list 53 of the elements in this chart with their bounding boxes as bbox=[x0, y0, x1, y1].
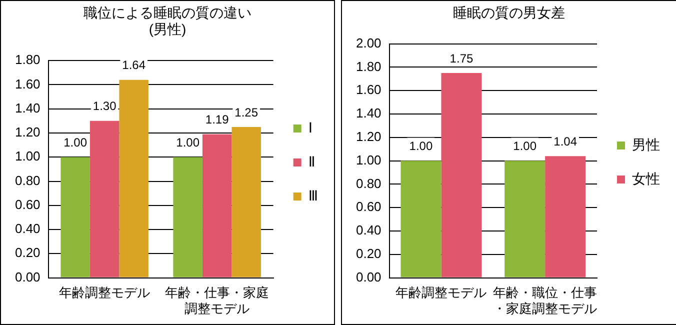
legend-label: 男性 bbox=[632, 136, 660, 152]
bar bbox=[60, 157, 90, 278]
text: 職位による睡眠の質の違い bbox=[84, 4, 252, 20]
data-label: 1.00 bbox=[176, 135, 200, 150]
bar bbox=[441, 73, 482, 278]
legend-label: Ⅰ bbox=[308, 119, 312, 136]
data-label: 1.00 bbox=[409, 139, 433, 154]
chart-title: 睡眠の質の男女差 bbox=[453, 4, 565, 20]
y-tick-label: 0.40 bbox=[356, 222, 382, 238]
bar bbox=[119, 80, 148, 278]
x-tick-label: 年齢・仕事・家庭調整モデル bbox=[165, 285, 270, 316]
y-tick-label: 0.80 bbox=[356, 176, 382, 191]
data-label: 1.75 bbox=[450, 51, 474, 66]
data-label: 1.04 bbox=[554, 134, 578, 148]
data-label: 1.00 bbox=[64, 135, 88, 150]
bar bbox=[202, 134, 232, 278]
data-label: 1.64 bbox=[122, 58, 146, 72]
y-tick-label: 0.40 bbox=[14, 221, 40, 236]
y-tick-label: 0.60 bbox=[356, 199, 382, 214]
y-tick-label: 0.00 bbox=[14, 269, 40, 284]
x-tick-label: 年齢調整モデル bbox=[59, 285, 150, 300]
bar bbox=[504, 160, 546, 278]
text: (男性) bbox=[148, 21, 186, 38]
y-tick-label: 1.00 bbox=[14, 148, 40, 164]
legend-label: Ⅲ bbox=[308, 187, 318, 204]
y-tick-label: 0.20 bbox=[14, 245, 40, 260]
data-label: 1.30 bbox=[92, 99, 117, 114]
y-tick-label: 1.60 bbox=[356, 82, 382, 98]
y-tick-label: 1.80 bbox=[356, 58, 382, 74]
y-tick-label: 1.40 bbox=[14, 100, 40, 116]
y-tick-label: 1.80 bbox=[14, 52, 40, 68]
bar bbox=[400, 160, 442, 278]
y-tick-label: 1.20 bbox=[356, 128, 382, 144]
y-tick-label: 2.00 bbox=[356, 35, 382, 50]
data-label: 1.25 bbox=[234, 105, 258, 120]
x-tick-label: 年齢調整モデル bbox=[396, 285, 487, 300]
bar bbox=[90, 120, 120, 278]
y-tick-label: 1.20 bbox=[14, 124, 40, 140]
y-tick-label: 0.20 bbox=[356, 246, 382, 261]
y-tick-label: 1.60 bbox=[14, 76, 40, 92]
data-label: 1.19 bbox=[205, 112, 230, 127]
legend-label: 女性 bbox=[632, 170, 660, 186]
y-tick-label: 1.40 bbox=[356, 106, 382, 121]
y-tick-label: 1.00 bbox=[356, 152, 382, 168]
bar bbox=[545, 156, 586, 278]
y-tick-label: 0.00 bbox=[356, 269, 382, 284]
bar bbox=[232, 126, 261, 278]
bar bbox=[173, 157, 202, 278]
legend-label: Ⅱ bbox=[308, 153, 316, 170]
y-tick-label: 0.80 bbox=[14, 172, 40, 188]
data-label: 1.00 bbox=[513, 139, 537, 154]
y-tick-label: 0.60 bbox=[14, 196, 40, 212]
x-tick-label: 年齢・職位・仕事・家庭調整モデル bbox=[493, 285, 598, 316]
